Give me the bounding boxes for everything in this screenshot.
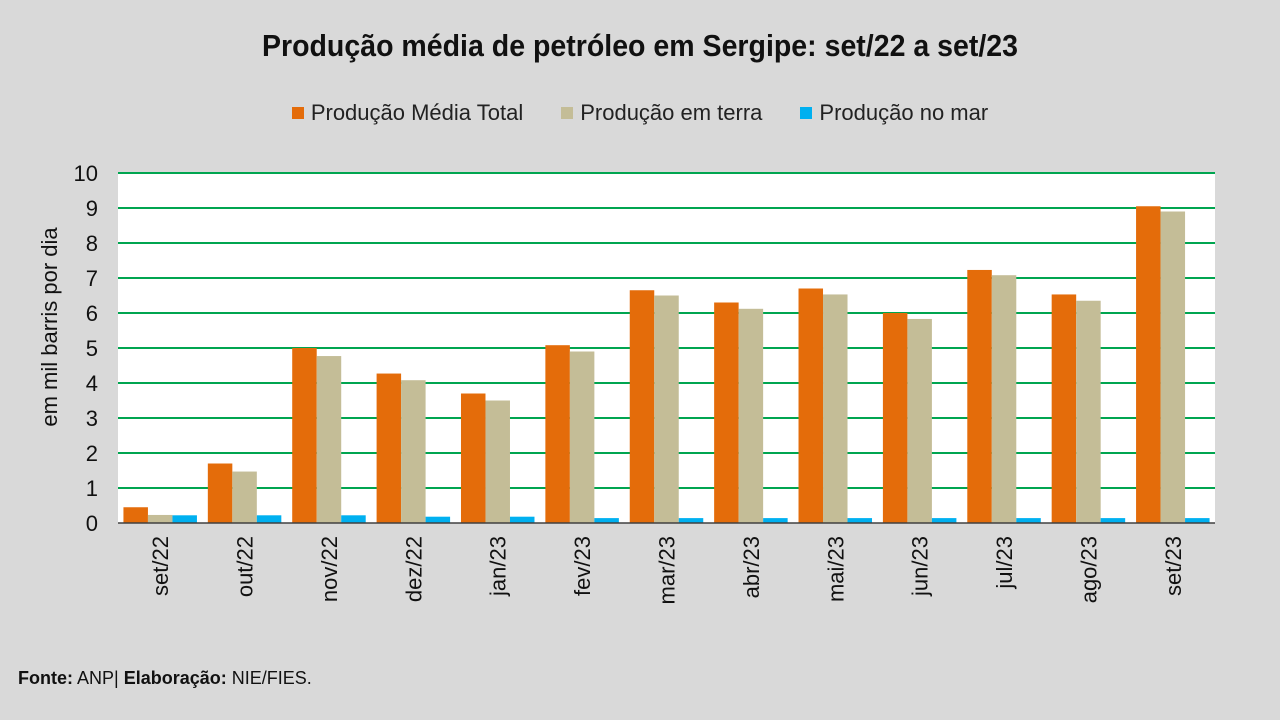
legend-swatch-total (291, 107, 304, 119)
bar-total (798, 288, 824, 523)
bar-mar (1016, 518, 1041, 523)
bar-mar (678, 518, 704, 523)
x-tick-label: out/22 (233, 536, 258, 597)
bar-terra (1160, 211, 1186, 523)
x-tick-label: fev/23 (570, 536, 595, 596)
bar-terra (401, 380, 426, 523)
legend-item-mar: Produção no mar (800, 100, 988, 126)
x-tick-label: jan/23 (486, 536, 511, 597)
y-tick-label: 4 (86, 371, 98, 396)
bar-total (1051, 294, 1077, 523)
bar-total (292, 348, 317, 523)
chart-title: Produção média de petróleo em Sergipe: s… (261, 28, 1019, 63)
bar-total (123, 507, 148, 523)
x-tick-label: set/23 (1161, 536, 1186, 596)
legend-label-mar: Produção no mar (819, 100, 989, 125)
bar-mar (763, 518, 788, 523)
legend-item-total: Produção Média Total (291, 100, 524, 126)
x-tick-label: ago/23 (1076, 536, 1101, 603)
y-tick-label: 3 (86, 406, 98, 431)
bar-mar (256, 515, 282, 523)
y-tick-label: 2 (86, 441, 98, 466)
bar-terra (147, 514, 173, 523)
footer-source: Fonte: ANP| Elaboração: NIE/FIES. (18, 668, 312, 689)
bar-mar (931, 518, 957, 523)
bar-terra (485, 400, 510, 523)
bar-total (967, 269, 992, 523)
bar-terra (1076, 300, 1101, 523)
y-tick-label: 9 (86, 196, 98, 221)
footer-elaboracao-label: Elaboração: (123, 668, 227, 688)
x-tick-labels: set/22 out/22 nov/22 dez/22 jan/23 fev/23 mar/… (148, 536, 1186, 604)
bar-mar (172, 515, 197, 523)
bar-total (714, 302, 739, 523)
bar-total (460, 393, 486, 523)
bar-total (376, 373, 402, 523)
footer-fonte-value: ANP| (77, 668, 119, 688)
x-tick-label: mar/23 (655, 536, 680, 604)
bar-total (207, 463, 233, 523)
legend-label-terra: Produção em terra (580, 100, 763, 125)
footer-fonte-label: Fonte: (18, 668, 73, 688)
bar-mar (1185, 518, 1210, 523)
y-tick-label: 1 (86, 476, 98, 501)
x-tick-label: jun/23 (908, 536, 933, 597)
x-tick-label: nov/22 (317, 536, 342, 602)
legend-item-terra: Produção em terra (561, 100, 762, 126)
legend-swatch-mar (800, 107, 813, 119)
bar-total (629, 290, 655, 523)
x-tick-label: mai/23 (823, 536, 848, 602)
bar-total (882, 313, 908, 523)
bar-terra (569, 351, 595, 523)
y-tick-labels: 0 1 2 3 4 5 6 7 8 9 10 (74, 161, 98, 536)
bar-mar (1100, 518, 1126, 523)
bar-terra (991, 275, 1017, 523)
bar-mar (341, 515, 366, 523)
bar-terra (738, 308, 764, 523)
bar-terra (823, 294, 848, 523)
bar-mar (425, 516, 451, 523)
bars (123, 206, 1210, 523)
y-tick-label: 6 (86, 301, 98, 326)
legend-label-total: Produção Média Total (310, 100, 524, 125)
bar-terra (654, 295, 679, 523)
bar-mar (509, 516, 535, 523)
legend: Produção Média Total Produção em terra P… (0, 100, 1280, 126)
bar-terra (907, 318, 932, 523)
y-axis-label: em mil barris por dia (37, 227, 62, 427)
bar-terra (316, 356, 342, 523)
bar-total (545, 345, 570, 523)
bar-mar (847, 518, 873, 523)
y-tick-label: 0 (86, 511, 98, 536)
x-tick-label: set/22 (148, 536, 173, 596)
x-tick-label: abr/23 (739, 536, 764, 598)
bar-total (1136, 206, 1161, 523)
bar-terra (232, 471, 257, 523)
x-tick-label: jul/23 (992, 536, 1017, 590)
footer-elaboracao-value: NIE/FIES. (231, 668, 312, 688)
bar-mar (594, 518, 619, 523)
y-tick-label: 5 (86, 336, 98, 361)
y-tick-label: 10 (74, 161, 98, 186)
x-tick-label: dez/22 (401, 536, 426, 602)
y-tick-label: 7 (86, 266, 98, 291)
y-tick-label: 8 (86, 231, 98, 256)
legend-swatch-terra (561, 107, 574, 119)
